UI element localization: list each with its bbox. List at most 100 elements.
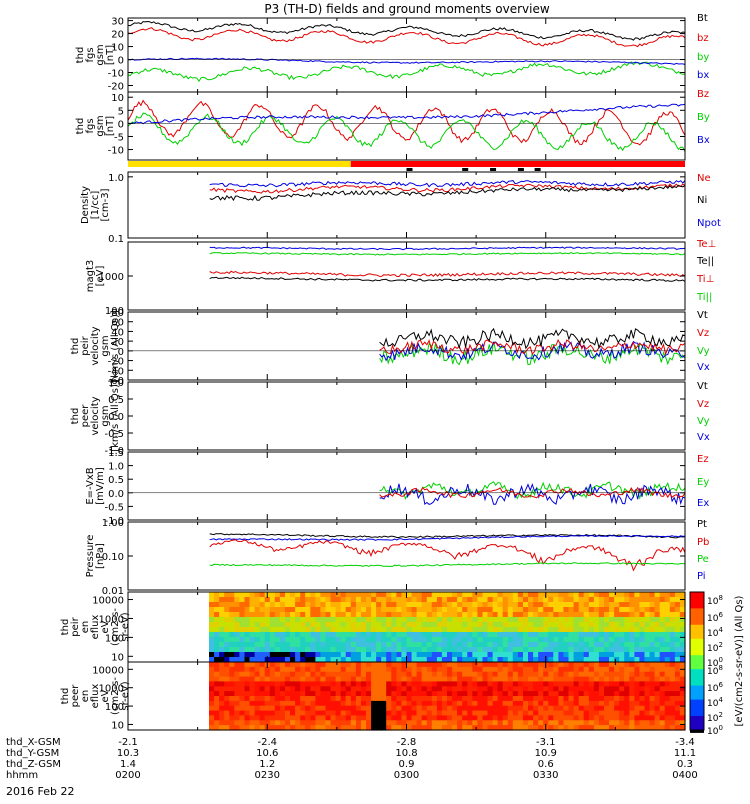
spectrogram-cell	[553, 681, 559, 687]
spectrogram-cell	[669, 710, 676, 717]
spectrogram-cell	[507, 715, 514, 721]
spectrogram-cell	[669, 691, 676, 697]
spectrogram-cell	[517, 617, 524, 623]
spectrogram-cell	[340, 700, 347, 707]
spectrogram-cell	[598, 700, 605, 707]
spectrogram-cell	[259, 612, 266, 618]
spectrogram-cell	[416, 657, 423, 663]
spectrogram-cell	[452, 637, 458, 643]
legend-bz: bz	[697, 33, 709, 44]
spectrogram-cell	[573, 705, 580, 712]
spectrogram-cell	[219, 691, 225, 697]
spectrogram-cell	[371, 720, 377, 726]
spectrogram-cell	[558, 725, 565, 731]
spectrogram-cell	[259, 602, 266, 608]
spectrogram-cell	[543, 597, 549, 603]
spectrogram-cell	[578, 652, 585, 658]
spectrogram-cell	[583, 715, 590, 721]
spectrogram-cell	[588, 612, 595, 618]
spectrogram-cell	[426, 592, 433, 598]
spectrogram-cell	[269, 607, 276, 613]
spectrogram-cell	[381, 671, 387, 678]
spectrogram-cell	[639, 671, 646, 678]
spectrogram-cell	[467, 662, 473, 668]
spectrogram-cell	[472, 592, 478, 598]
spectrogram-cell	[426, 700, 433, 707]
spectrogram-cell	[254, 637, 261, 643]
spectrogram-cell	[512, 637, 519, 643]
spectrogram-cell	[679, 705, 686, 712]
spectrogram-cell	[492, 676, 499, 683]
spectrogram-cell	[588, 602, 595, 608]
spectrogram-cell	[376, 607, 382, 613]
spectrogram-cell	[492, 597, 499, 603]
spectrogram-cell	[467, 676, 473, 683]
spectrogram-cell	[664, 617, 671, 623]
spectrogram-cell	[315, 592, 322, 598]
spectrogram-cell	[376, 700, 382, 707]
spectrogram-cell	[254, 715, 261, 721]
spectrogram-cell	[507, 592, 514, 598]
spectrogram-cell	[533, 691, 539, 697]
spectrogram-cell	[360, 710, 367, 717]
spectrogram-cell	[381, 617, 387, 623]
spectrogram-cell	[649, 622, 656, 628]
spectrogram-cell	[548, 617, 554, 623]
spectrogram-cell	[553, 710, 559, 717]
spectrogram-cell	[320, 627, 327, 633]
spectrogram-cell	[568, 686, 575, 692]
spectrogram-cell	[229, 652, 235, 658]
spectrogram-cell	[533, 705, 539, 712]
spectrogram-cell	[325, 642, 332, 648]
spectrogram-cell	[376, 632, 382, 638]
spectrogram-cell	[533, 602, 539, 608]
spectrogram-cell	[634, 705, 641, 712]
spectrogram-cell	[406, 607, 413, 613]
spectrogram-cell	[239, 597, 246, 603]
spectrogram-cell	[214, 705, 220, 712]
spectrogram-cell	[224, 657, 230, 663]
spectrogram-cell	[416, 622, 423, 628]
spectrogram-cell	[593, 612, 600, 618]
spectrogram-cell	[401, 602, 408, 608]
spectrogram-cell	[472, 622, 478, 628]
spectrogram-cell	[350, 691, 357, 697]
spectrogram-cell	[452, 592, 458, 598]
spectrogram-cell	[391, 602, 397, 608]
spectrogram-cell	[391, 612, 397, 618]
spectrogram-cell	[259, 647, 266, 653]
spectrogram-cell	[295, 592, 301, 598]
spectrogram-cell	[644, 725, 651, 731]
spectrogram-cell	[239, 696, 246, 702]
spectrogram-cell	[512, 642, 519, 648]
spectrogram-cell	[305, 652, 311, 658]
spectrogram-cell	[234, 592, 240, 598]
spectrogram-cell	[659, 691, 666, 697]
legend-Vt: Vt	[697, 381, 708, 392]
spectrogram-cell	[340, 691, 347, 697]
spectrogram-cell	[244, 657, 251, 663]
spectrogram-cell	[664, 725, 671, 731]
spectrogram-cell	[462, 686, 468, 692]
spectrogram-cell	[558, 612, 565, 618]
spectrogram-cell	[325, 637, 332, 643]
spectrogram-cell	[411, 681, 418, 687]
spectrogram-cell	[452, 627, 458, 633]
spectrogram-cell	[325, 622, 332, 628]
spectrogram-cell	[264, 676, 271, 683]
spectrogram-cell	[472, 715, 478, 721]
spectrogram-cell	[679, 592, 686, 598]
spectrogram-cell	[436, 607, 443, 613]
spectrogram-cell	[431, 592, 438, 598]
spectrogram-cell	[244, 696, 251, 702]
spectrogram-cell	[244, 652, 251, 658]
y-axis-label: [km/s (All Qs)]	[110, 380, 121, 452]
spectrogram-cell	[431, 617, 438, 623]
spectrogram-cell	[472, 681, 478, 687]
spectrogram-cell	[512, 657, 519, 663]
spectrogram-cell	[543, 632, 549, 638]
spectrogram-cell	[300, 632, 306, 638]
spectrogram-cell	[366, 647, 372, 653]
spectrogram-cell	[421, 725, 428, 731]
